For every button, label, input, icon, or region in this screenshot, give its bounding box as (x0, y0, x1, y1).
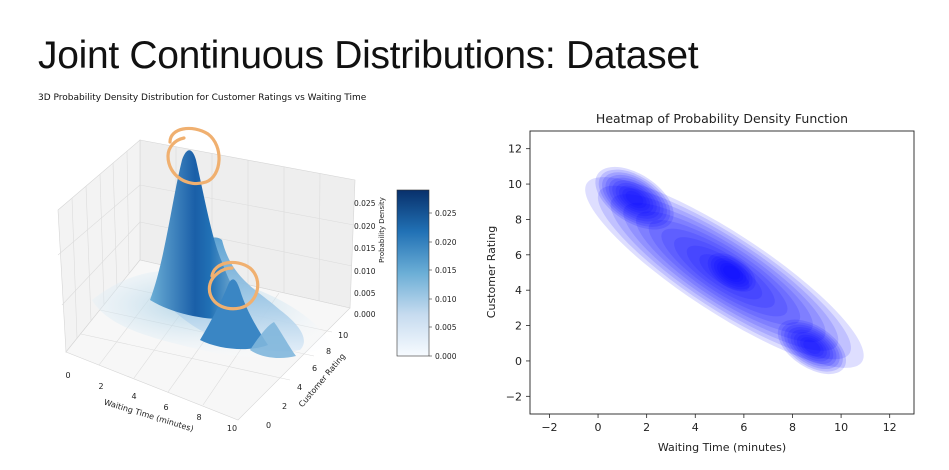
y-tick-label: −2 (506, 390, 522, 403)
z-axis-ticks: 0.000 0.005 0.010 0.015 0.020 0.025 (354, 199, 376, 319)
density-peak-contour (784, 324, 840, 370)
y-tick-label: 10 (508, 178, 522, 191)
density-peak-contour (723, 265, 741, 280)
colorbar-tick-label: 0.010 (435, 295, 457, 304)
z-tick-label: 0.015 (354, 244, 376, 253)
density-peak-contour (615, 182, 654, 214)
density-contour-band (699, 254, 750, 291)
y-tick-label: 2 (515, 320, 522, 333)
density-contour-band (648, 220, 801, 325)
y-tick-label: 12 (508, 143, 522, 156)
density-contour-band (585, 177, 864, 368)
density-peak-contour (787, 327, 837, 367)
heatmap-y-label: Customer Rating (485, 226, 498, 318)
density-peak-contour (796, 334, 827, 359)
colorbar-tick-label: 0.000 (435, 352, 457, 361)
x-tick-label: 10 (227, 424, 237, 433)
density-contour-band (661, 228, 788, 317)
x-tick-label: 10 (834, 421, 848, 434)
x-tick-label: 6 (740, 421, 747, 434)
peak-highlight-circle-2 (207, 260, 260, 311)
surface-chart-title: 3D Probability Density Distribution for … (38, 93, 367, 103)
density-peak-contour (618, 185, 651, 211)
z-tick-label: 0.005 (354, 289, 376, 298)
density-peak-contour (800, 337, 824, 357)
density-contour-band (635, 211, 813, 334)
density-peak-contour (605, 174, 664, 222)
x-tick-label: 4 (692, 421, 699, 434)
z-tick-label: 0.010 (354, 267, 376, 276)
slide-title: Joint Continuous Distributions: Dataset (38, 34, 699, 77)
x-tick-label: 2 (643, 421, 650, 434)
x-tick-label: 2 (98, 382, 103, 391)
x-tick-label: 0 (595, 421, 602, 434)
y-tick-label: 0 (515, 355, 522, 368)
heatmap-y-ticks: −2 0 2 4 6 8 10 12 (506, 143, 530, 403)
density-contour-band (686, 245, 763, 300)
density-peak-contour (777, 319, 847, 375)
x-tick-label: 0 (65, 371, 70, 380)
x-tick-label: 12 (883, 421, 897, 434)
density-peak-contour (707, 253, 756, 292)
density-peak-contour (793, 332, 831, 362)
density-peak-contour (716, 260, 747, 285)
colorbar-tick-label: 0.025 (435, 209, 457, 218)
y-axis-ticks: 0 2 4 6 8 10 (266, 331, 348, 430)
heatmap-frame (529, 130, 915, 415)
density-peak-3 (250, 322, 296, 358)
x-tick-label: 4 (131, 392, 136, 401)
heatmap-x-ticks: −2 0 2 4 6 8 10 12 (541, 414, 897, 434)
density-peak-contour (608, 177, 661, 219)
y-tick-label: 0 (266, 421, 271, 430)
colorbar-tick-label: 0.015 (435, 266, 457, 275)
heatmap-contours (585, 166, 864, 375)
density-peak-contour (625, 190, 644, 206)
y-tick-label: 8 (326, 347, 331, 356)
density-peak-contour (720, 262, 744, 283)
z-axis-label: Probability Density (378, 197, 386, 263)
z-tick-label: 0.000 (354, 310, 376, 319)
density-peak-contour (602, 172, 667, 225)
density-contour-band (610, 194, 839, 351)
density-peak-contour (710, 255, 753, 290)
z-tick-label: 0.020 (354, 222, 376, 231)
colorbar-tick-label: 0.005 (435, 323, 457, 332)
y-tick-label: 10 (338, 331, 348, 340)
density-peak-contour (598, 169, 671, 227)
y-tick-label: 8 (515, 213, 522, 226)
heatmap-x-label: Waiting Time (minutes) (658, 441, 786, 454)
density-peak-2 (200, 279, 268, 350)
y-tick-label: 4 (297, 383, 302, 392)
density-peak-contour (781, 322, 843, 372)
peak-highlight-circle-1 (166, 126, 221, 186)
density-peak-contour (803, 339, 821, 354)
x-tick-label: 6 (163, 403, 168, 412)
density-contour-band (623, 202, 826, 343)
y-tick-label: 2 (282, 402, 287, 411)
density-peak-contour (622, 188, 647, 209)
x-tick-label: −2 (541, 421, 557, 434)
y-tick-label: 6 (312, 364, 317, 373)
density-peak-contour (612, 180, 657, 217)
colorbar-tick-label: 0.020 (435, 238, 457, 247)
heatmap-title: Heatmap of Probability Density Function (596, 111, 848, 126)
x-tick-label: 8 (196, 413, 201, 422)
z-tick-label: 0.025 (354, 199, 376, 208)
density-contour-band (597, 185, 851, 360)
density-peak-contour (595, 166, 674, 230)
y-tick-label: 6 (515, 249, 522, 262)
density-peak-contour (713, 258, 750, 287)
density-peak-1 (150, 150, 250, 320)
x-axis-ticks: 0 2 4 6 8 10 (65, 371, 237, 433)
density-peak-contour (790, 329, 834, 365)
surface-3d-chart: 0 2 4 6 8 10 Waiting Time (minutes) 0 2 … (57, 126, 457, 434)
x-tick-label: 8 (789, 421, 796, 434)
density-contour-band (674, 237, 775, 308)
colorbar-ticks: 0.000 0.005 0.010 0.015 0.020 0.025 (429, 209, 457, 361)
y-tick-label: 4 (515, 284, 522, 297)
colorbar (396, 189, 430, 357)
